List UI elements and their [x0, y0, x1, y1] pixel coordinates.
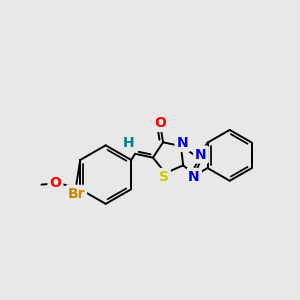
Text: O: O: [50, 176, 61, 190]
Text: N: N: [177, 136, 188, 150]
Text: S: S: [159, 170, 169, 184]
Text: N: N: [195, 148, 207, 162]
Text: Br: Br: [68, 187, 85, 201]
Text: H: H: [123, 136, 135, 150]
Text: N: N: [188, 170, 200, 184]
Text: O: O: [154, 116, 166, 130]
